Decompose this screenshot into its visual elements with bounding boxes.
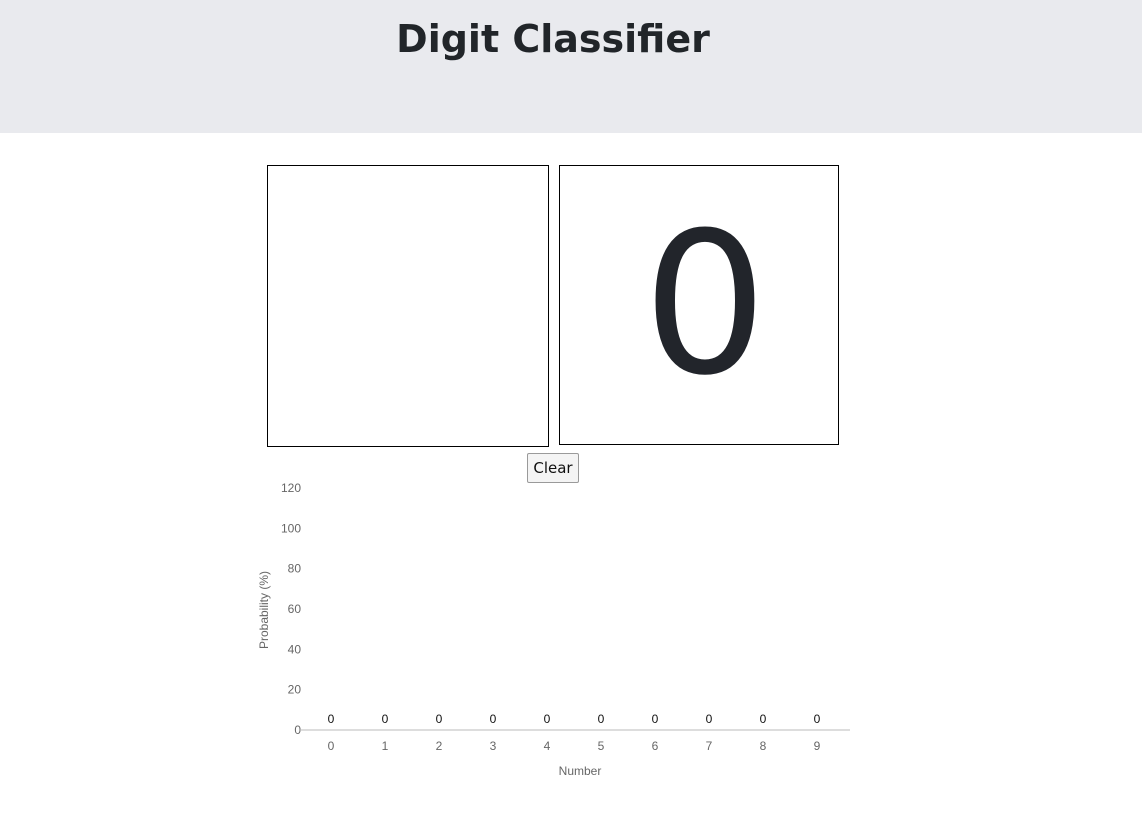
y-tick-label: 80 — [288, 562, 302, 576]
x-tick-label: 3 — [490, 739, 497, 753]
bar-data-label: 0 — [706, 712, 713, 726]
x-tick-label: 5 — [598, 739, 605, 753]
x-tick-label: 2 — [436, 739, 443, 753]
y-axis-title: Probability (%) — [257, 571, 271, 649]
x-tick-label: 1 — [382, 739, 389, 753]
y-tick-label: 20 — [288, 683, 302, 697]
bar-data-label: 0 — [328, 712, 335, 726]
clear-button[interactable]: Clear — [527, 453, 579, 483]
x-tick-label: 0 — [328, 739, 335, 753]
bar-data-labels: 0 0 0 0 0 0 0 0 0 0 — [328, 712, 821, 726]
probability-chart: 0 20 40 60 80 100 120 0 0 0 0 0 0 0 0 0 0 0 1 2 3 4 5 6 7 8 9 Nu… — [250, 478, 860, 788]
y-tick-label: 100 — [281, 521, 301, 535]
y-tick-label: 120 — [281, 481, 301, 495]
x-tick-label: 7 — [706, 739, 713, 753]
x-axis-title: Number — [559, 764, 602, 778]
page-title: Digit Classifier — [396, 17, 710, 61]
bar-data-label: 0 — [760, 712, 767, 726]
x-axis-ticks: 0 1 2 3 4 5 6 7 8 9 — [328, 739, 821, 753]
probability-chart-svg: 0 20 40 60 80 100 120 0 0 0 0 0 0 0 0 0 0 0 1 2 3 4 5 6 7 8 9 Nu… — [257, 481, 850, 778]
y-axis-ticks: 0 20 40 60 80 100 120 — [281, 481, 301, 737]
x-tick-label: 8 — [760, 739, 767, 753]
drawing-canvas[interactable] — [267, 165, 549, 447]
y-tick-label: 0 — [294, 723, 301, 737]
y-tick-label: 60 — [288, 602, 302, 616]
predicted-digit: 0 — [642, 191, 768, 419]
bar-data-label: 0 — [814, 712, 821, 726]
prediction-display: 0 — [559, 165, 839, 445]
bar-data-label: 0 — [490, 712, 497, 726]
x-tick-label: 9 — [814, 739, 821, 753]
page-header: Digit Classifier — [0, 0, 1142, 133]
bar-data-label: 0 — [436, 712, 443, 726]
bar-data-label: 0 — [544, 712, 551, 726]
x-tick-label: 4 — [544, 739, 551, 753]
bar-data-label: 0 — [652, 712, 659, 726]
bar-data-label: 0 — [598, 712, 605, 726]
y-tick-label: 40 — [288, 642, 302, 656]
x-tick-label: 6 — [652, 739, 659, 753]
bar-data-label: 0 — [382, 712, 389, 726]
